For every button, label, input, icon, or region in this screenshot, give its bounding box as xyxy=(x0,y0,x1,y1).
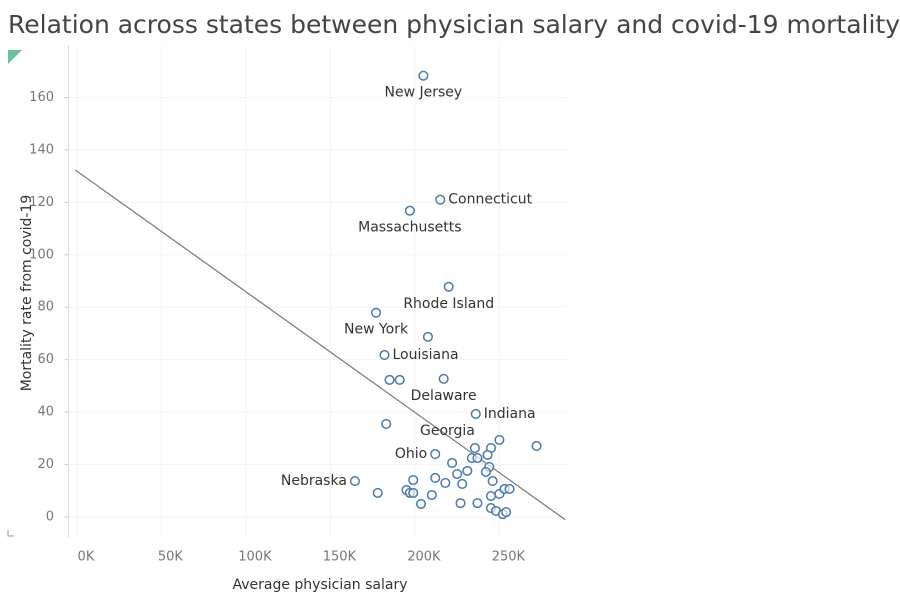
point-label: Massachusetts xyxy=(358,220,461,236)
y-tick-label: 0 xyxy=(46,510,54,525)
corner-mark xyxy=(7,530,14,537)
point xyxy=(440,477,451,488)
y-tick-label: 20 xyxy=(37,457,54,472)
point xyxy=(435,194,446,205)
y-tick-label: 120 xyxy=(29,195,54,210)
point xyxy=(472,498,483,509)
point-label: New Jersey xyxy=(385,85,463,101)
chart-title: Relation across states between physician… xyxy=(8,10,900,39)
point-label: Nebraska xyxy=(281,473,347,489)
point xyxy=(426,489,437,501)
point xyxy=(381,418,392,429)
x-tick-label: 150K xyxy=(323,550,357,565)
point-label: Georgia xyxy=(420,423,475,439)
x-tick-label: 200K xyxy=(407,550,441,565)
y-axis-title: Mortality rate from covid-19 xyxy=(19,195,35,392)
point xyxy=(462,465,473,476)
point xyxy=(482,449,493,460)
y-tick-label: 80 xyxy=(37,300,54,315)
point xyxy=(443,281,454,292)
point-label: Connecticut xyxy=(448,192,532,208)
point xyxy=(457,478,468,490)
point xyxy=(379,349,390,361)
point xyxy=(472,452,483,464)
point xyxy=(422,331,433,342)
point-label: Rhode Island xyxy=(403,296,494,312)
point xyxy=(480,466,491,477)
x-tick-label: 50K xyxy=(158,550,184,565)
x-axis-title: Average physician salary xyxy=(232,577,407,593)
point xyxy=(418,70,429,81)
point xyxy=(438,373,449,384)
trend-line xyxy=(74,169,566,521)
point xyxy=(447,457,458,469)
point xyxy=(469,443,480,454)
y-tick-label: 160 xyxy=(29,90,54,105)
point xyxy=(452,468,463,480)
x-tick-label: 0K xyxy=(78,550,95,565)
point xyxy=(501,506,512,518)
corner-icon xyxy=(8,50,22,64)
point xyxy=(394,374,405,385)
point xyxy=(487,476,498,487)
x-tick-label: 100K xyxy=(238,550,272,565)
y-tick-label: 60 xyxy=(37,352,54,367)
point xyxy=(470,408,481,420)
point xyxy=(430,472,441,483)
x-tick-label: 250K xyxy=(492,550,526,565)
point xyxy=(531,440,542,452)
point xyxy=(349,476,360,487)
point xyxy=(430,449,441,460)
point-label: Ohio xyxy=(395,446,427,462)
point xyxy=(494,434,505,445)
point xyxy=(370,307,382,318)
y-tick-label: 100 xyxy=(29,247,54,262)
point xyxy=(404,205,415,216)
point xyxy=(504,483,515,495)
point-label: Delaware xyxy=(411,388,477,404)
y-tick-label: 140 xyxy=(29,142,54,157)
point-label: Louisiana xyxy=(392,347,458,363)
point xyxy=(485,490,497,502)
point xyxy=(408,474,419,486)
point xyxy=(372,487,383,498)
point-label: Indiana xyxy=(484,406,536,422)
point xyxy=(384,374,395,385)
point-label: New York xyxy=(344,322,409,338)
point xyxy=(415,498,427,509)
y-tick-label: 40 xyxy=(37,405,54,420)
point xyxy=(455,498,466,509)
point xyxy=(408,487,419,498)
